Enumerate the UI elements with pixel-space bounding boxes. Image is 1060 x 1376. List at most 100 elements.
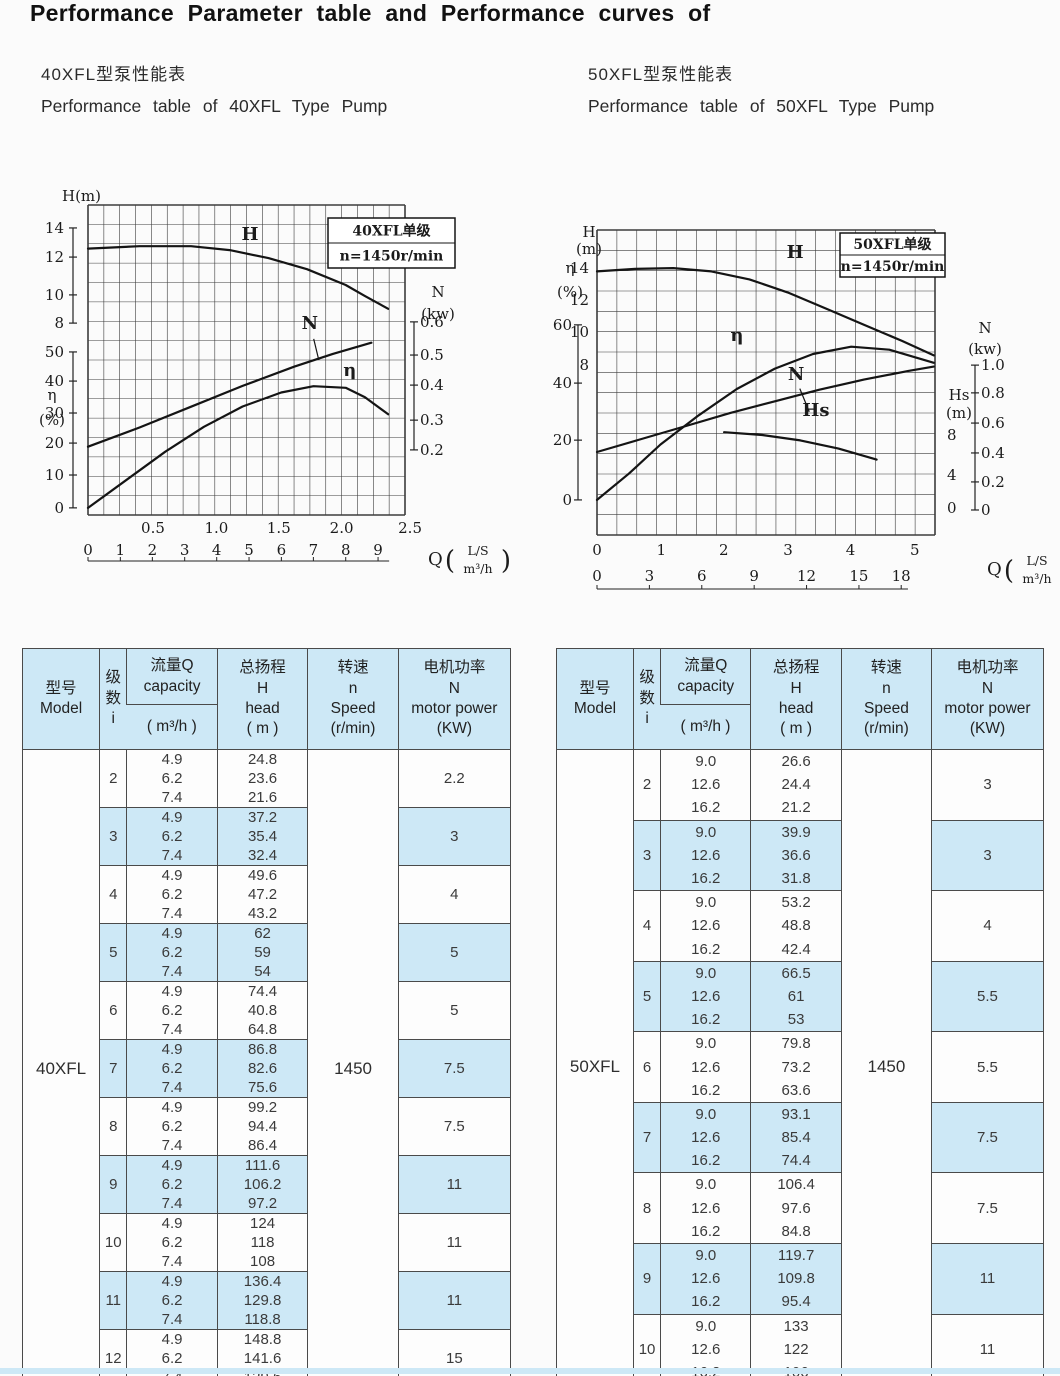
head-value: 108 bbox=[216, 1252, 308, 1272]
capacity-value: 16.2 bbox=[660, 1290, 751, 1314]
axis-tick-label: 2.0 bbox=[330, 519, 354, 537]
section-40xfl-heading: 40XFL型泵性能表 Performance table of 40XFL Ty… bbox=[41, 60, 521, 117]
table-row: 12.6 24.4 bbox=[557, 773, 1044, 797]
table-row: 6.2 118 bbox=[23, 1233, 511, 1252]
stage-count-value: 4 bbox=[99, 865, 127, 924]
head-value: 21.2 bbox=[750, 796, 842, 821]
capacity-value: 7.4 bbox=[126, 1078, 218, 1098]
capacity-value: 12.6 bbox=[660, 1337, 751, 1361]
axis-tick-label: 0 bbox=[562, 491, 572, 509]
capacity-value: 7.4 bbox=[126, 1194, 218, 1214]
axis-tick-label: 5 bbox=[244, 541, 254, 559]
axis-tick-label: 18 bbox=[892, 567, 911, 585]
capacity-value: 4.9 bbox=[126, 923, 218, 943]
stage-count-value: 6 bbox=[99, 981, 127, 1040]
page-title: Performance Parameter table and Performa… bbox=[30, 0, 711, 26]
head-value: 42.4 bbox=[750, 937, 842, 962]
table-row: 16.2 42.4 bbox=[557, 937, 1044, 962]
capacity-value: 4.9 bbox=[126, 807, 218, 827]
motor-power-value: 7.5 bbox=[930, 1101, 1044, 1173]
capacity-value: 7.4 bbox=[126, 788, 218, 808]
stage-count-value: 9 bbox=[632, 1242, 661, 1314]
axis-tick-label: 4 bbox=[846, 541, 856, 559]
x-axis-name: Q bbox=[428, 549, 443, 570]
head-value: 73.2 bbox=[750, 1055, 842, 1079]
head-value: 136.4 bbox=[216, 1271, 308, 1291]
axis-tick-label: 0 bbox=[981, 501, 991, 519]
head-value: 24.8 bbox=[216, 749, 308, 769]
curve-N bbox=[86, 341, 373, 448]
table-row: 7.4 86.4 bbox=[23, 1136, 511, 1156]
head-value: 53 bbox=[750, 1008, 842, 1032]
chart-speed-label: n=1450r/min bbox=[340, 249, 444, 265]
axis-title: (kw) bbox=[968, 340, 1002, 358]
table-row: 7.4 64.8 bbox=[23, 1020, 511, 1040]
chart-title: 40XFL单级 bbox=[352, 223, 431, 240]
axis-tick-label: 1.0 bbox=[204, 519, 228, 537]
head-value: 109.8 bbox=[750, 1267, 842, 1291]
capacity-value: 6.2 bbox=[126, 1059, 218, 1078]
head-value: 31.8 bbox=[750, 866, 842, 891]
head-value: 35.4 bbox=[216, 827, 308, 846]
head-value: 49.6 bbox=[216, 865, 308, 885]
head-value: 106.2 bbox=[216, 1175, 308, 1194]
motor-power-value: 4 bbox=[930, 890, 1044, 962]
axis-tick-label: 0.6 bbox=[420, 313, 444, 331]
axis-title: (%) bbox=[39, 411, 65, 429]
head-value: 119.7 bbox=[750, 1242, 842, 1268]
axis-tick-label: 6 bbox=[277, 541, 287, 559]
stage-count-value: 5 bbox=[632, 960, 661, 1032]
capacity-value: 6.2 bbox=[126, 1291, 218, 1310]
head-value: 36.6 bbox=[750, 843, 842, 867]
table-row: 12.6 48.8 bbox=[557, 914, 1044, 938]
curve-label-H: H bbox=[787, 242, 804, 263]
capacity-value: 6.2 bbox=[126, 1349, 218, 1368]
capacity-value: 4.9 bbox=[126, 749, 218, 769]
capacity-value: 4.9 bbox=[126, 981, 218, 1001]
axis-tick-label: 10 bbox=[45, 466, 64, 484]
section-50xfl-heading: 50XFL型泵性能表 Performance table of 50XFL Ty… bbox=[588, 60, 1060, 117]
table-row: 10 9.0 133 11 bbox=[557, 1313, 1044, 1376]
axis-tick-label: 20 bbox=[553, 431, 572, 449]
motor-power-value: 11 bbox=[397, 1155, 511, 1214]
col-header-capacity-unit: ( m³/h ) bbox=[660, 704, 751, 750]
head-value: 64.8 bbox=[216, 1020, 308, 1040]
head-value: 106.4 bbox=[750, 1172, 842, 1197]
capacity-value: 12.6 bbox=[660, 843, 751, 867]
axis-title: (%) bbox=[557, 283, 583, 301]
axis-tick-label: 1 bbox=[656, 541, 666, 559]
motor-power-value: 5 bbox=[397, 981, 511, 1040]
axis-tick-label: 0.2 bbox=[420, 441, 444, 459]
head-value: 133 bbox=[750, 1313, 842, 1338]
head-value: 24.4 bbox=[750, 773, 842, 797]
axis-tick-label: 14 bbox=[45, 219, 64, 237]
head-value: 148.8 bbox=[216, 1329, 308, 1349]
head-value: 124 bbox=[216, 1213, 308, 1233]
capacity-value: 9.0 bbox=[660, 1313, 751, 1338]
motor-power-value: 4 bbox=[397, 865, 511, 924]
motor-power-value: 3 bbox=[930, 749, 1044, 821]
motor-power-value: 5 bbox=[397, 923, 511, 982]
x-axis-unit-paren-close: ) bbox=[501, 546, 511, 576]
axis-tick-label: 0.5 bbox=[420, 346, 444, 364]
speed-cell: 1450 bbox=[307, 749, 399, 1376]
axis-tick-label: 50 bbox=[45, 343, 64, 361]
motor-power-value: 5.5 bbox=[930, 1031, 1044, 1103]
capacity-value: 7.4 bbox=[126, 1310, 218, 1330]
axis-tick-label: 0.6 bbox=[981, 414, 1005, 432]
axis-tick-label: 0 bbox=[592, 541, 602, 559]
col-header-stages: 级 数 i bbox=[632, 648, 661, 750]
axis-title: N bbox=[978, 319, 991, 337]
motor-power-value: 11 bbox=[397, 1271, 511, 1330]
axis-tick-label: 10 bbox=[45, 286, 64, 304]
capacity-value: 6.2 bbox=[126, 769, 218, 788]
capacity-value: 6.2 bbox=[126, 1175, 218, 1194]
head-value: 62 bbox=[216, 923, 308, 943]
head-value: 141.6 bbox=[216, 1349, 308, 1368]
head-value: 86.4 bbox=[216, 1136, 308, 1156]
col-header-capacity-unit: ( m³/h ) bbox=[126, 704, 218, 750]
x-axis-unit-paren-open: ( bbox=[1004, 556, 1014, 586]
capacity-value: 4.9 bbox=[126, 1213, 218, 1233]
